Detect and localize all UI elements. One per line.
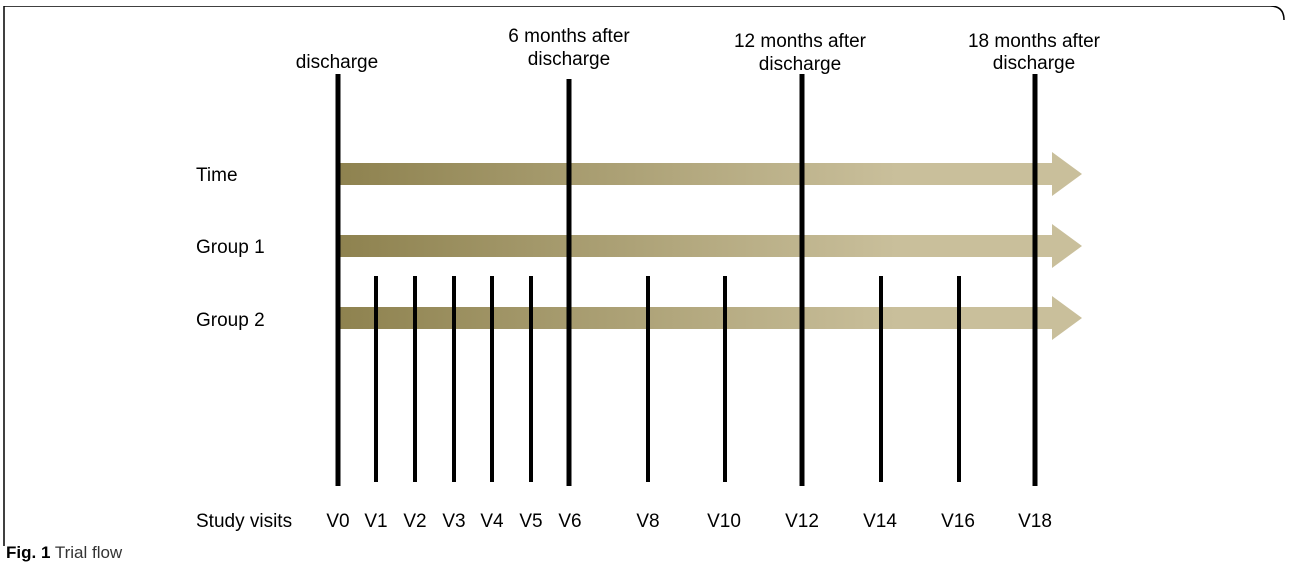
visit-lines [374, 276, 961, 482]
visit-label-v5: V5 [519, 511, 542, 532]
milestone-labels: discharge 6 months after discharge 12 mo… [296, 26, 1101, 75]
visit-label-v0: V0 [326, 511, 349, 532]
milestone-label-18m-line2: discharge [993, 53, 1075, 74]
frame-border [3, 6, 1285, 546]
milestone-label-12m-line1: 12 months after [734, 31, 867, 52]
row-label-group-2: Group 2 [196, 310, 265, 331]
caption-label: Fig. 1 [6, 543, 51, 562]
visit-label-v3: V3 [442, 511, 465, 532]
visit-labels: V0 V1 V2 V3 V4 V5 V6 V8 V10 V12 V14 V16 … [326, 511, 1052, 532]
milestone-label-discharge: discharge [296, 52, 378, 73]
milestone-label-6m-line1: 6 months after [508, 26, 630, 47]
visit-label-v16: V16 [941, 511, 975, 532]
visit-label-v1: V1 [364, 511, 387, 532]
visit-label-v12: V12 [785, 511, 819, 532]
study-visits-label: Study visits [196, 511, 292, 532]
group-1-arrow [338, 224, 1082, 268]
group-2-arrow [338, 296, 1082, 340]
row-label-group-1: Group 1 [196, 237, 265, 258]
visit-label-v6: V6 [558, 511, 581, 532]
milestone-label-18m-line1: 18 months after [968, 31, 1101, 52]
figure-frame: discharge 6 months after discharge 12 mo… [2, 6, 1286, 566]
visit-label-v2: V2 [403, 511, 426, 532]
milestone-lines [335, 74, 1038, 486]
time-arrow [338, 152, 1082, 196]
arrows-group [338, 152, 1082, 340]
visit-label-v8: V8 [636, 511, 659, 532]
milestone-label-12m-line2: discharge [759, 54, 841, 75]
visit-label-v14: V14 [863, 511, 897, 532]
visit-label-v10: V10 [707, 511, 741, 532]
caption-text: Trial flow [54, 543, 123, 562]
row-labels: Time Group 1 Group 2 [196, 165, 265, 331]
figure-caption: Fig. 1 Trial flow [6, 543, 122, 563]
trial-flow-diagram: discharge 6 months after discharge 12 mo… [3, 6, 1285, 546]
visit-label-v18: V18 [1018, 511, 1052, 532]
milestone-label-6m-line2: discharge [528, 49, 610, 70]
row-label-time: Time [196, 165, 238, 186]
visit-label-v4: V4 [480, 511, 504, 532]
